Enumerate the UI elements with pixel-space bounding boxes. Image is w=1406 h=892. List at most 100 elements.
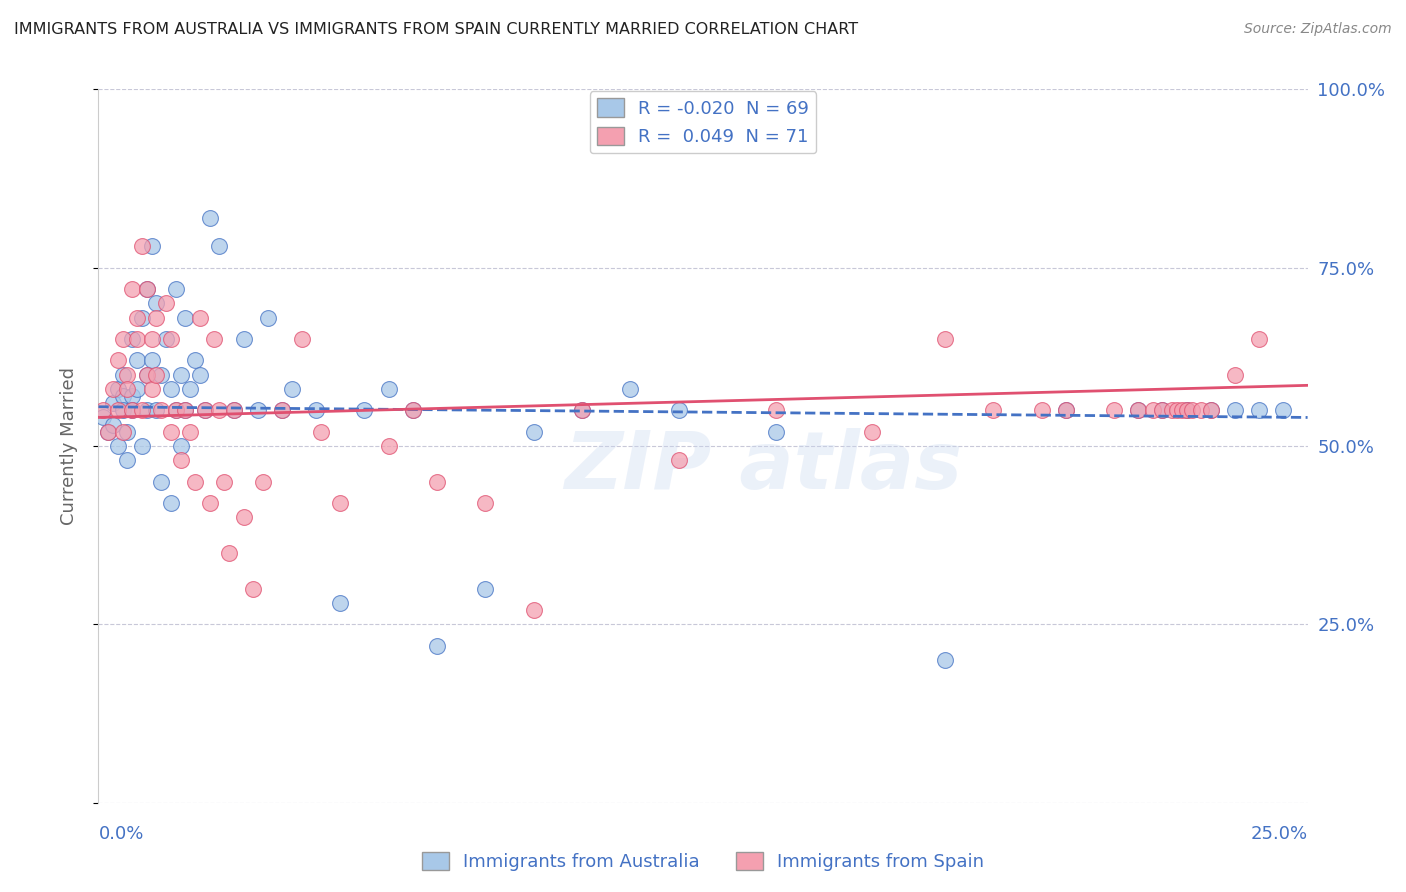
Point	[329, 496, 352, 510]
Point	[117, 425, 139, 439]
Point	[252, 475, 274, 489]
Legend: R = -0.020  N = 69, R =  0.049  N = 71: R = -0.020 N = 69, R = 0.049 N = 71	[589, 91, 817, 153]
Point	[145, 296, 167, 310]
Point	[242, 582, 264, 596]
Point	[1175, 403, 1198, 417]
Point	[194, 403, 217, 417]
Point	[668, 403, 690, 417]
Point	[174, 310, 197, 325]
Point	[101, 382, 124, 396]
Y-axis label: Currently Married: Currently Married	[59, 367, 77, 525]
Point	[523, 425, 546, 439]
Point	[1152, 403, 1174, 417]
Point	[218, 546, 240, 560]
Point	[135, 403, 157, 417]
Point	[1189, 403, 1212, 417]
Point	[111, 332, 134, 346]
Point	[765, 403, 787, 417]
Point	[981, 403, 1004, 417]
Point	[271, 403, 294, 417]
Point	[135, 282, 157, 296]
Point	[426, 475, 449, 489]
Point	[127, 382, 149, 396]
Point	[150, 368, 173, 382]
Point	[1054, 403, 1077, 417]
Point	[1199, 403, 1222, 417]
Point	[117, 368, 139, 382]
Point	[184, 353, 207, 368]
Text: Source: ZipAtlas.com: Source: ZipAtlas.com	[1244, 22, 1392, 37]
Point	[117, 453, 139, 467]
Point	[1054, 403, 1077, 417]
Point	[111, 368, 134, 382]
Point	[135, 368, 157, 382]
Point	[169, 368, 191, 382]
Point	[174, 403, 197, 417]
Point	[290, 332, 312, 346]
Point	[619, 382, 641, 396]
Point	[131, 239, 153, 253]
Point	[121, 282, 143, 296]
Point	[111, 403, 134, 417]
Point	[668, 453, 690, 467]
Point	[184, 475, 207, 489]
Point	[117, 382, 139, 396]
Point	[204, 332, 226, 346]
Text: ZIP atlas: ZIP atlas	[564, 428, 963, 507]
Point	[1128, 403, 1150, 417]
Point	[377, 439, 399, 453]
Point	[198, 211, 221, 225]
Point	[127, 332, 149, 346]
Point	[402, 403, 425, 417]
Point	[107, 403, 129, 417]
Point	[141, 239, 163, 253]
Point	[523, 603, 546, 617]
Point	[1152, 403, 1174, 417]
Point	[135, 368, 157, 382]
Point	[247, 403, 270, 417]
Point	[232, 332, 254, 346]
Point	[426, 639, 449, 653]
Point	[194, 403, 217, 417]
Point	[1175, 403, 1198, 417]
Point	[121, 403, 143, 417]
Legend: Immigrants from Australia, Immigrants from Spain: Immigrants from Australia, Immigrants fr…	[415, 845, 991, 879]
Point	[150, 403, 173, 417]
Point	[765, 425, 787, 439]
Point	[1142, 403, 1164, 417]
Point	[155, 332, 177, 346]
Point	[377, 382, 399, 396]
Point	[1161, 403, 1184, 417]
Point	[131, 439, 153, 453]
Point	[107, 382, 129, 396]
Point	[111, 425, 134, 439]
Point	[1223, 368, 1246, 382]
Point	[222, 403, 245, 417]
Point	[271, 403, 294, 417]
Point	[474, 496, 496, 510]
Point	[111, 389, 134, 403]
Point	[160, 496, 183, 510]
Point	[165, 403, 187, 417]
Point	[222, 403, 245, 417]
Point	[1128, 403, 1150, 417]
Point	[1199, 403, 1222, 417]
Point	[101, 396, 124, 410]
Point	[232, 510, 254, 524]
Point	[107, 439, 129, 453]
Point	[1102, 403, 1125, 417]
Point	[150, 475, 173, 489]
Point	[1249, 332, 1271, 346]
Point	[145, 368, 167, 382]
Point	[474, 582, 496, 596]
Point	[188, 310, 211, 325]
Point	[281, 382, 304, 396]
Point	[160, 425, 183, 439]
Point	[145, 310, 167, 325]
Point	[141, 332, 163, 346]
Point	[208, 403, 231, 417]
Point	[1171, 403, 1194, 417]
Point	[1223, 403, 1246, 417]
Point	[141, 382, 163, 396]
Point	[165, 403, 187, 417]
